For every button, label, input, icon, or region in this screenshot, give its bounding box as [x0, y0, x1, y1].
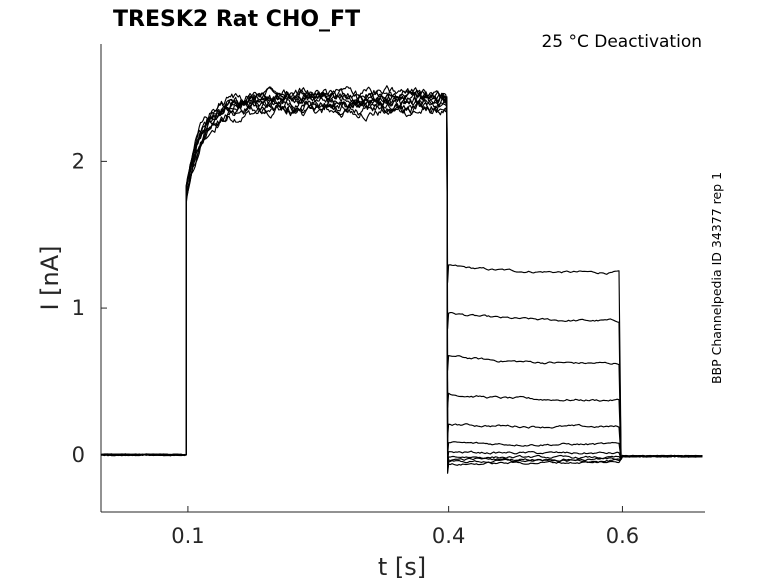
current-trace-1: [100, 103, 703, 460]
y-tick-label: 2: [72, 149, 85, 173]
current-trace-9: [100, 87, 703, 470]
x-axis-label: t [s]: [378, 553, 426, 581]
current-trace-2: [100, 98, 703, 460]
x-tick-label: 0.4: [432, 524, 465, 548]
current-trace-8: [100, 88, 703, 468]
x-tick-label: 0.6: [606, 524, 639, 548]
side-label: BBP Channelpedia ID 34377 rep 1: [709, 172, 724, 384]
plot-area: 0.1 0.4 0.6 0 1 2: [72, 44, 705, 548]
current-trace-5: [101, 94, 703, 460]
current-trace-11: [100, 85, 703, 474]
y-tick-label: 1: [72, 296, 85, 320]
current-trace-3: [100, 95, 703, 460]
current-trace-7: [100, 90, 703, 465]
y-axis-label: I [nA]: [36, 245, 64, 310]
chart-subtitle: 25 °C Deactivation: [541, 32, 702, 52]
current-trace-4: [100, 97, 703, 460]
axis-ticks: 0.1 0.4 0.6 0 1 2: [72, 149, 640, 548]
x-tick-label: 0.1: [171, 524, 204, 548]
current-trace-10: [100, 86, 703, 472]
chart-title: TRESK2 Rat CHO_FT: [113, 7, 360, 32]
current-trace-6: [100, 93, 703, 460]
y-tick-label: 0: [72, 443, 85, 467]
current-traces: [100, 85, 703, 474]
